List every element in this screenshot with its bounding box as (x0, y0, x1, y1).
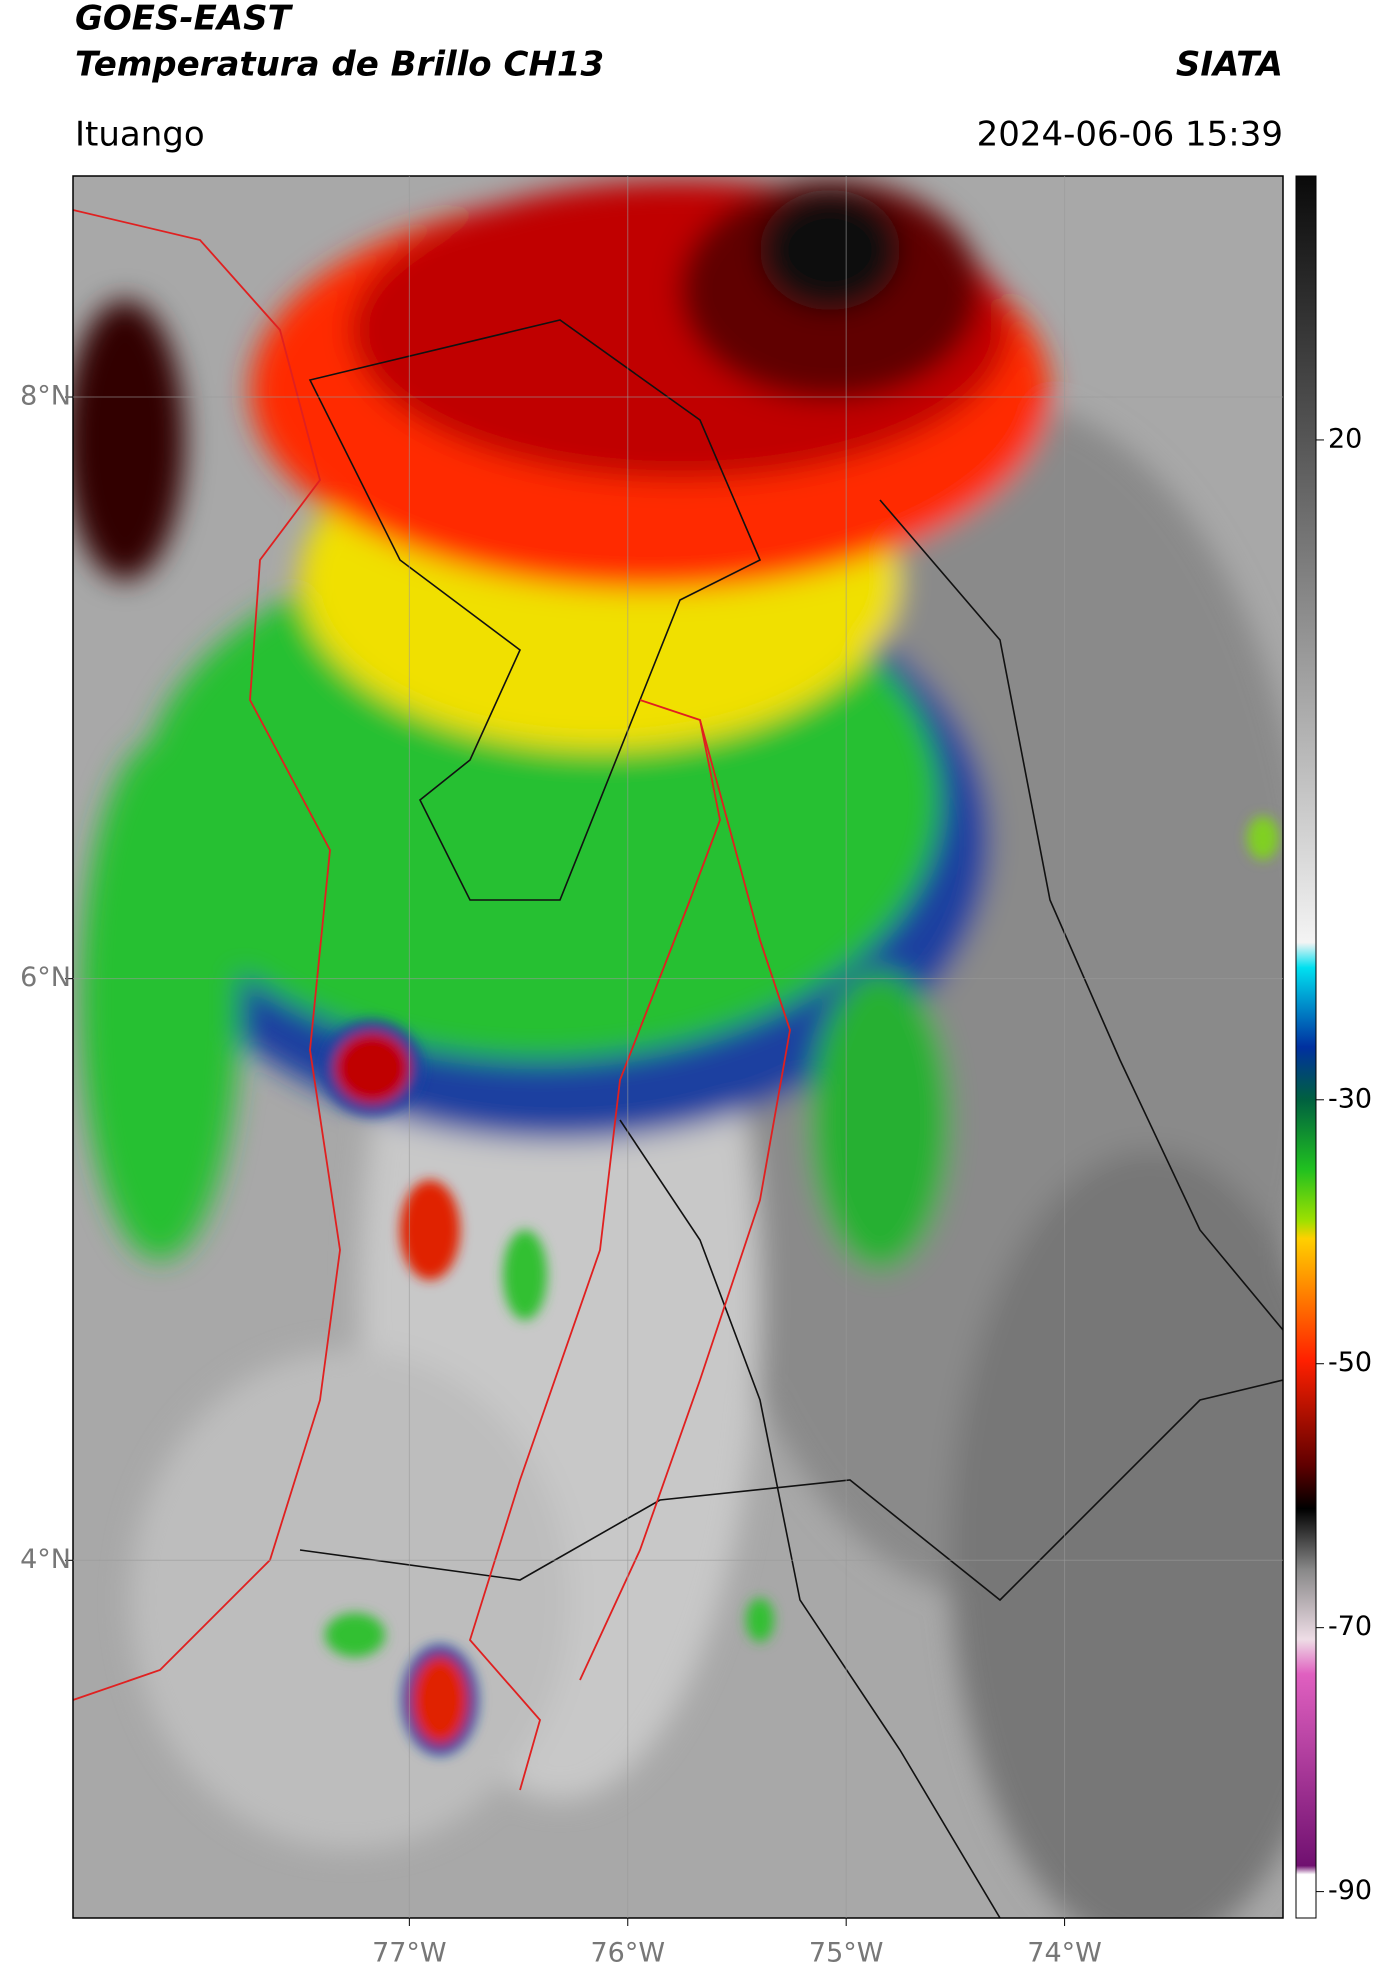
x-tick-label: 76°W (590, 1938, 665, 1969)
colorbar-tick-label: -70 (1328, 1611, 1372, 1642)
title: GOES-EAST (75, 0, 294, 39)
satellite-image (73, 176, 1283, 1918)
colorbar-tick-label: -90 (1328, 1875, 1372, 1906)
colorbar (1295, 175, 1317, 1919)
datetime: 2024-06-06 15:39 (977, 115, 1283, 155)
colorbar-tick-label: -50 (1328, 1347, 1372, 1378)
y-tick-label: 4°N (20, 1544, 71, 1575)
subtitle: Temperatura de Brillo CH13 (75, 45, 604, 85)
location: Ituango (75, 115, 205, 155)
colorbar-tick-label: -30 (1328, 1083, 1372, 1114)
colorbar-tick-label: 20 (1328, 423, 1362, 454)
brand: SIATA (1176, 45, 1283, 85)
x-tick-label: 74°W (1027, 1938, 1102, 1969)
y-tick-label: 6°N (20, 962, 71, 993)
map-frame (72, 175, 1284, 1919)
x-tick-label: 75°W (809, 1938, 884, 1969)
y-tick-label: 8°N (20, 381, 71, 412)
x-tick-label: 77°W (372, 1938, 447, 1969)
